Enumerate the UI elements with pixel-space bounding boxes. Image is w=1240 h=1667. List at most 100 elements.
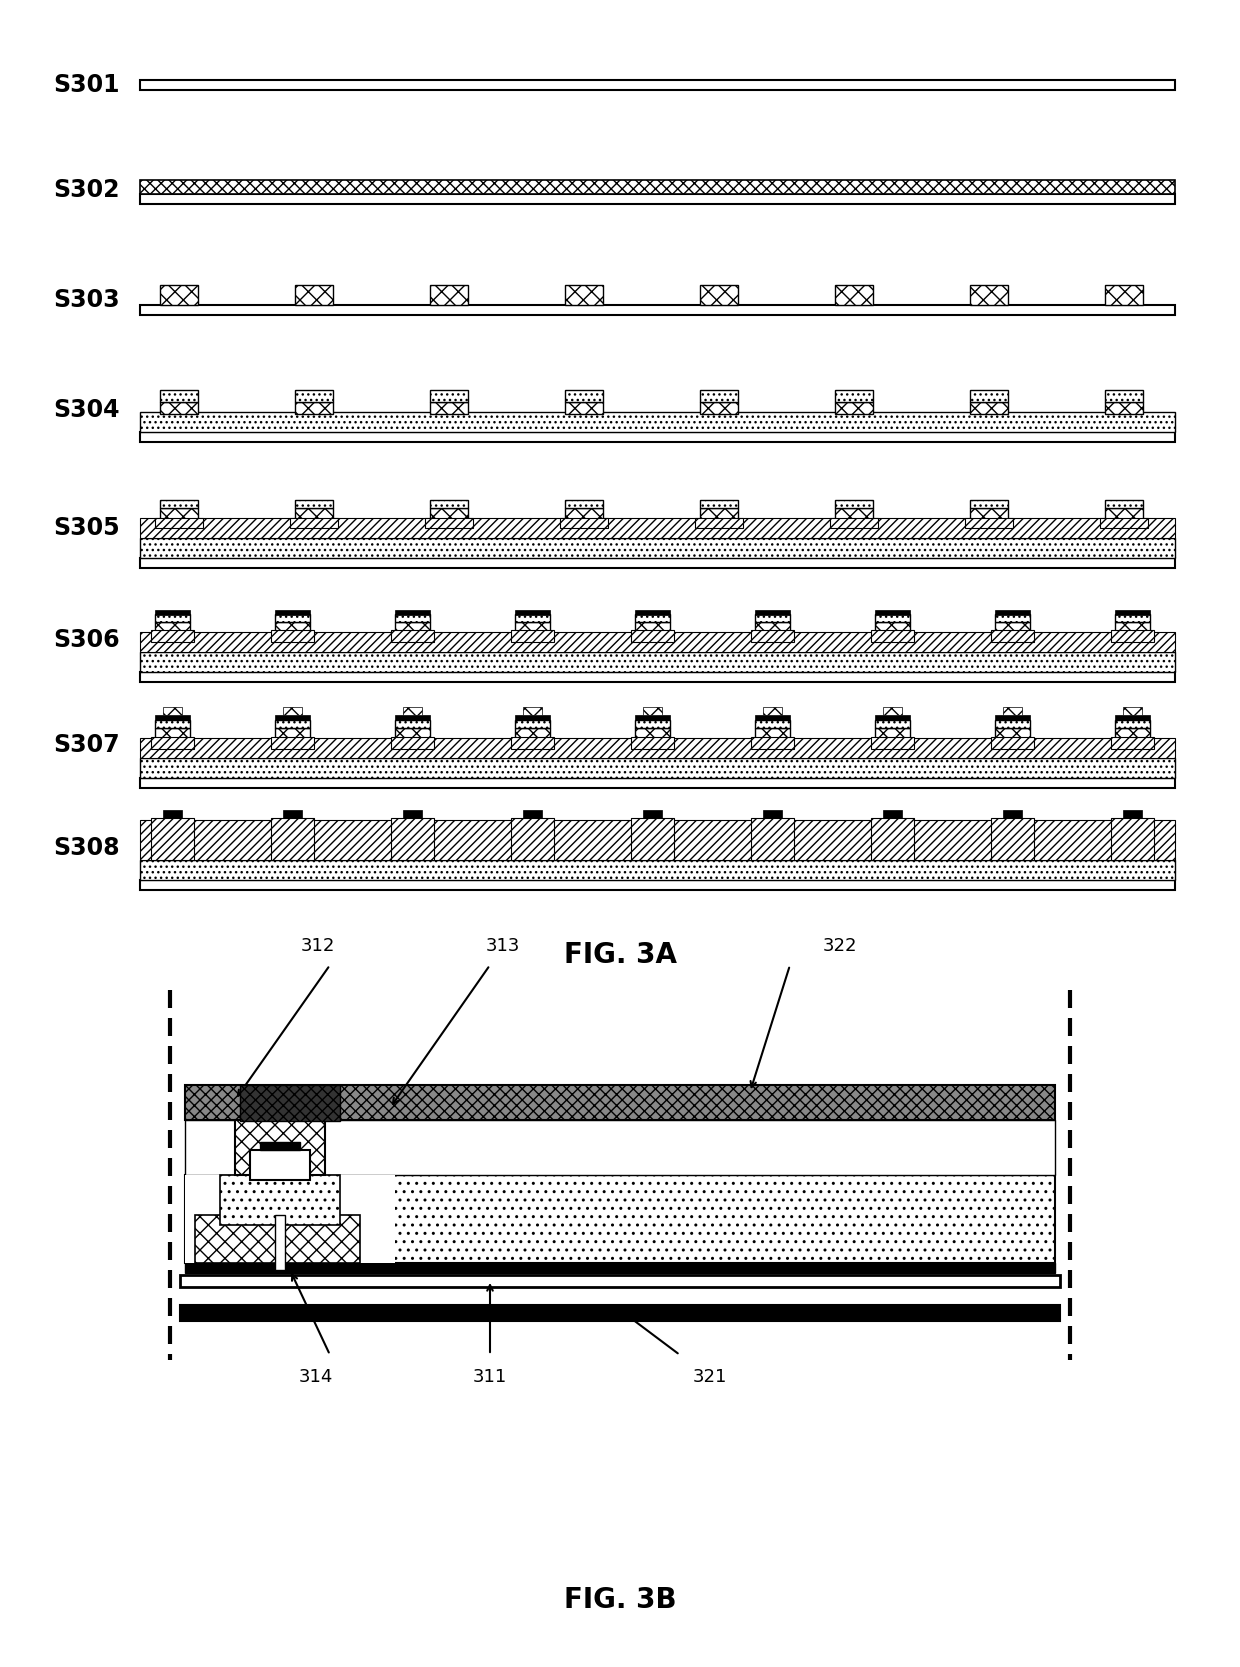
Bar: [155, 823, 190, 832]
Bar: [1105, 402, 1143, 413]
Text: S304: S304: [53, 398, 120, 422]
Bar: [430, 285, 467, 305]
Bar: [1003, 707, 1022, 715]
Bar: [180, 1275, 1060, 1287]
Bar: [1100, 518, 1148, 528]
Bar: [970, 285, 1008, 305]
Bar: [994, 622, 1030, 633]
Bar: [151, 737, 193, 748]
Bar: [970, 500, 1008, 508]
Bar: [883, 707, 901, 715]
Bar: [140, 820, 1176, 860]
Bar: [275, 622, 310, 633]
Bar: [185, 1120, 1055, 1175]
Bar: [644, 707, 662, 715]
Bar: [515, 610, 551, 615]
Bar: [160, 508, 198, 520]
Bar: [140, 432, 1176, 442]
Bar: [515, 823, 551, 832]
Bar: [515, 832, 551, 844]
Bar: [991, 818, 1034, 860]
Bar: [763, 810, 782, 818]
Text: S307: S307: [53, 733, 120, 757]
Bar: [1105, 285, 1143, 305]
Bar: [875, 720, 910, 728]
Bar: [1105, 500, 1143, 508]
Bar: [155, 720, 190, 728]
Bar: [275, 823, 310, 832]
Bar: [1115, 610, 1149, 615]
Text: S301: S301: [53, 73, 120, 97]
Text: S302: S302: [53, 178, 120, 202]
Bar: [755, 720, 790, 728]
Bar: [250, 1150, 310, 1180]
Bar: [635, 728, 670, 740]
Bar: [185, 1264, 1055, 1274]
Bar: [565, 508, 603, 520]
Bar: [511, 737, 554, 748]
Bar: [565, 390, 603, 402]
Bar: [391, 818, 434, 860]
Bar: [140, 652, 1176, 672]
Bar: [883, 810, 901, 818]
Bar: [396, 720, 430, 728]
Bar: [511, 630, 554, 642]
Bar: [1115, 832, 1149, 844]
Bar: [755, 622, 790, 633]
Bar: [970, 402, 1008, 413]
Text: 322: 322: [823, 937, 857, 955]
Bar: [875, 715, 910, 720]
Bar: [701, 390, 738, 402]
Bar: [160, 402, 198, 413]
Bar: [1115, 613, 1149, 622]
Bar: [875, 728, 910, 740]
Bar: [391, 737, 434, 748]
Bar: [140, 880, 1176, 890]
Bar: [241, 1085, 340, 1120]
Bar: [295, 390, 334, 402]
Bar: [391, 630, 434, 642]
Bar: [403, 707, 422, 715]
Bar: [140, 758, 1176, 778]
Bar: [195, 1215, 360, 1264]
Bar: [140, 193, 1176, 203]
Bar: [275, 610, 310, 615]
Bar: [272, 818, 314, 860]
Bar: [185, 1175, 1055, 1264]
Bar: [870, 818, 914, 860]
Bar: [835, 500, 873, 508]
Bar: [140, 305, 1176, 315]
Bar: [994, 832, 1030, 844]
Bar: [511, 818, 554, 860]
Bar: [994, 720, 1030, 728]
Bar: [140, 518, 1176, 538]
Bar: [835, 285, 873, 305]
Bar: [1105, 390, 1143, 402]
Bar: [565, 500, 603, 508]
Bar: [835, 508, 873, 520]
Bar: [694, 518, 743, 528]
Bar: [275, 832, 310, 844]
Bar: [140, 558, 1176, 568]
Bar: [430, 390, 467, 402]
Bar: [755, 832, 790, 844]
Bar: [1003, 810, 1022, 818]
Bar: [1105, 508, 1143, 520]
Bar: [701, 508, 738, 520]
Bar: [151, 818, 193, 860]
Bar: [755, 728, 790, 740]
Text: 312: 312: [301, 937, 335, 955]
Bar: [763, 707, 782, 715]
Bar: [283, 810, 303, 818]
Bar: [185, 1175, 396, 1264]
Bar: [162, 810, 182, 818]
Bar: [140, 860, 1176, 880]
Text: 314: 314: [299, 1369, 334, 1385]
Bar: [515, 715, 551, 720]
Bar: [631, 818, 675, 860]
Bar: [1111, 630, 1154, 642]
Bar: [155, 622, 190, 633]
Bar: [160, 390, 198, 402]
Bar: [991, 737, 1034, 748]
Bar: [155, 613, 190, 622]
